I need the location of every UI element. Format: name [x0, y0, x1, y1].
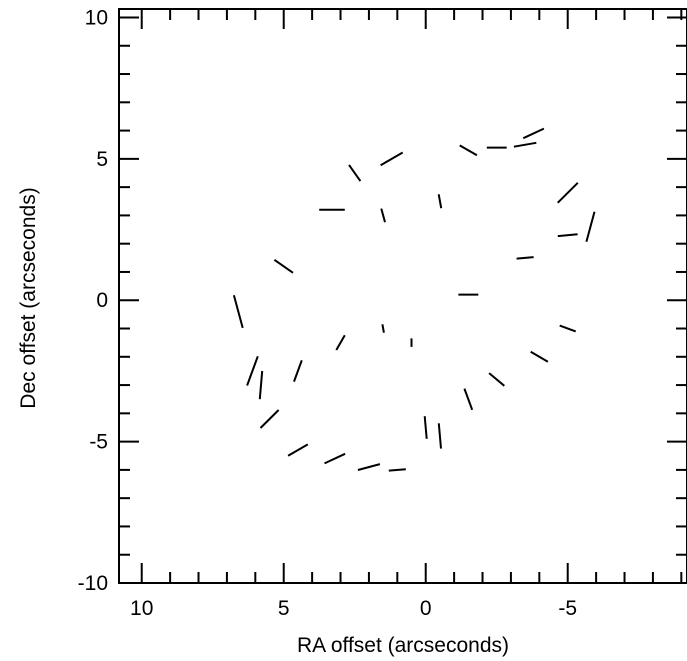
- polarization-vector: [381, 324, 385, 333]
- y-tick-label: -5: [89, 431, 108, 454]
- polarization-vector: [513, 141, 537, 148]
- x-tick-label: -5: [558, 597, 577, 620]
- x-tick-label: 5: [278, 597, 290, 620]
- polarization-vector: [488, 372, 505, 387]
- polarization-vector: [380, 151, 404, 167]
- y-tick-label: -10: [78, 572, 108, 595]
- polarization-vector: [585, 211, 596, 242]
- polarization-vector: [357, 463, 381, 471]
- polarization-vector: [530, 350, 549, 363]
- polarization-vector: [556, 182, 579, 204]
- polarization-vector: [522, 127, 545, 140]
- polarization-vector: [516, 256, 534, 260]
- polarization-vector: [273, 258, 294, 274]
- polarization-vector: [463, 388, 474, 411]
- y-tick-label: 5: [96, 148, 108, 171]
- y-tick-label: 10: [85, 6, 108, 29]
- x-axis-title: RA offset (arcseconds): [297, 634, 509, 657]
- polarization-vectors: [232, 127, 596, 472]
- polarization-vector: [459, 144, 478, 157]
- polarization-vector: [423, 416, 428, 439]
- polarization-vector: [380, 208, 386, 223]
- polarization-vector: [557, 233, 578, 238]
- y-tick-label: 0: [96, 289, 108, 312]
- polarization-vector: [559, 324, 577, 333]
- y-axis-title: Dec offset (arcseconds): [17, 187, 40, 408]
- polarization-vector: [348, 164, 362, 182]
- polarization-vector: [437, 423, 442, 449]
- axis-ticks: [119, 9, 687, 584]
- polarization-vector: [388, 468, 406, 472]
- polarization-vector: [258, 370, 264, 400]
- plot-frame: [118, 8, 687, 584]
- x-tick-label: 10: [130, 597, 153, 620]
- polarization-vector: [437, 194, 443, 209]
- polarization-vector: [335, 334, 346, 351]
- polarization-vector: [232, 294, 244, 329]
- polarization-vector: [259, 409, 280, 429]
- polarization-vector: [287, 443, 309, 457]
- axis-tick-labels: 10 5 0 -5 -10 -5 0 5 10: [78, 6, 577, 620]
- polarization-vector: [293, 359, 303, 382]
- polarization-vector: [246, 355, 259, 386]
- polarization-vector: [324, 452, 346, 465]
- x-tick-label: 0: [420, 597, 432, 620]
